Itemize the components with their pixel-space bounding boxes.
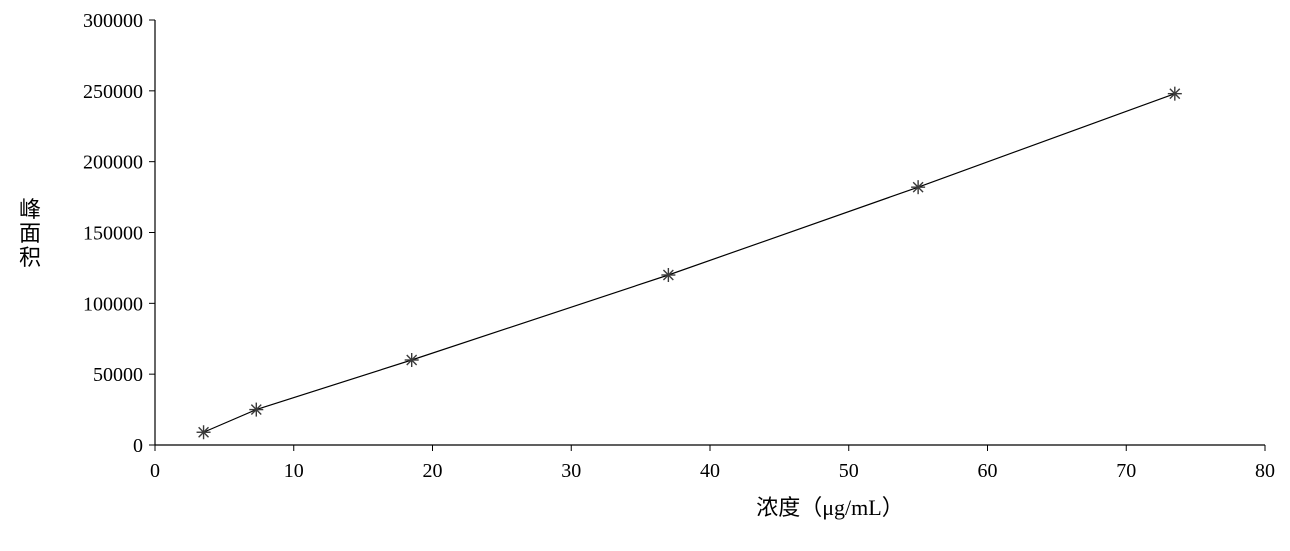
y-tick-label: 200000 — [83, 152, 143, 174]
x-axis-title: 浓度（μg/mL） — [756, 495, 903, 520]
y-axis-title-char: 积 — [19, 245, 41, 270]
y-tick-label: 0 — [133, 435, 143, 457]
y-tick-label: 150000 — [83, 223, 143, 245]
y-tick-label: 100000 — [83, 293, 143, 315]
data-line — [204, 94, 1175, 433]
data-marker — [249, 403, 263, 417]
y-tick-label: 300000 — [83, 10, 143, 32]
y-tick-label: 250000 — [83, 81, 143, 103]
x-tick-label: 10 — [284, 460, 304, 482]
x-tick-label: 70 — [1116, 460, 1136, 482]
x-tick-label: 40 — [700, 460, 720, 482]
x-tick-label: 80 — [1255, 460, 1275, 482]
x-tick-label: 60 — [978, 460, 998, 482]
x-tick-label: 0 — [150, 460, 160, 482]
data-marker — [197, 425, 211, 439]
y-tick-label: 50000 — [93, 364, 143, 386]
data-marker — [1168, 87, 1182, 101]
chart-svg: 0 10 20 30 40 50 60 70 80 0 50000 100000 150000 20000… — [0, 0, 1290, 551]
data-marker — [405, 353, 419, 367]
y-axis-title-char: 面 — [19, 221, 41, 246]
x-tick-label: 50 — [839, 460, 859, 482]
x-tick-label: 20 — [423, 460, 443, 482]
x-tick-label: 30 — [561, 460, 581, 482]
y-axis-title-char: 峰 — [19, 197, 41, 222]
chart-container: 0 10 20 30 40 50 60 70 80 0 50000 100000 150000 20000… — [0, 0, 1290, 551]
data-marker — [661, 268, 675, 282]
data-marker — [911, 180, 925, 194]
